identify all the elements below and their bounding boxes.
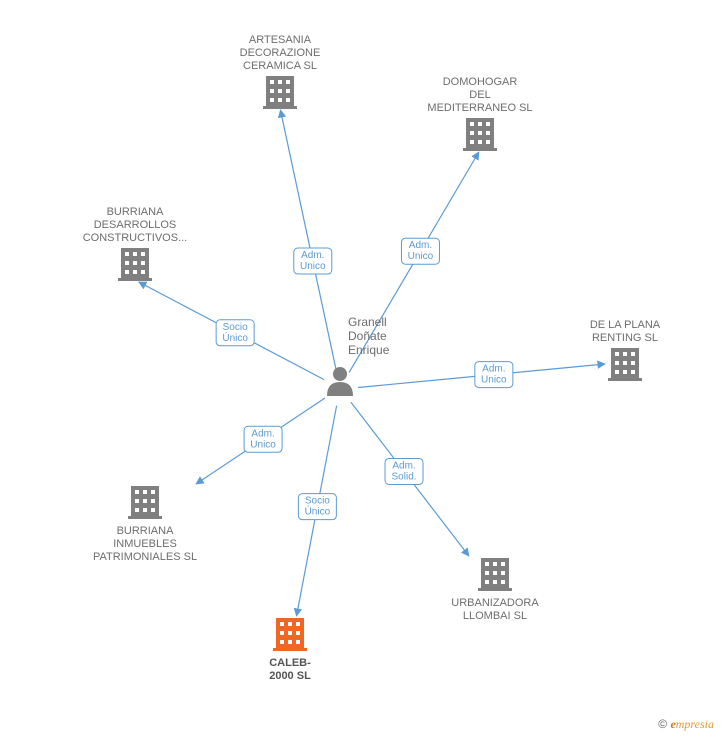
edge-badge: SocioÚnico <box>298 494 336 520</box>
svg-text:2000 SL: 2000 SL <box>269 670 311 682</box>
building-icon <box>118 248 152 281</box>
svg-text:Socio: Socio <box>305 496 330 507</box>
building-icon <box>263 76 297 109</box>
svg-text:DOMOHOGAR: DOMOHOGAR <box>443 76 518 88</box>
svg-text:Adm.: Adm. <box>482 364 505 375</box>
copyright-symbol: © <box>658 717 667 731</box>
svg-text:RENTING SL: RENTING SL <box>592 332 658 344</box>
svg-text:BURRIANA: BURRIANA <box>117 525 175 537</box>
node-label: ARTESANIADECORAZIONECERAMICA SL <box>240 34 321 72</box>
node-label: BURRIANADESARROLLOSCONSTRUCTIVOS... <box>83 206 188 244</box>
node-label: DOMOHOGARDELMEDITERRANEO SL <box>427 76 532 114</box>
node-label: CALEB-2000 SL <box>269 657 311 682</box>
edge-badge: Adm.Unico <box>244 426 282 452</box>
svg-text:Adm.: Adm. <box>301 250 324 261</box>
node-label: DE LA PLANARENTING SL <box>590 319 661 344</box>
svg-text:CONSTRUCTIVOS...: CONSTRUCTIVOS... <box>83 232 188 244</box>
edge-badge: Adm.Unico <box>475 362 513 388</box>
svg-text:DESARROLLOS: DESARROLLOS <box>94 219 177 231</box>
svg-text:ARTESANIA: ARTESANIA <box>249 34 312 46</box>
svg-text:MEDITERRANEO SL: MEDITERRANEO SL <box>427 102 532 114</box>
svg-text:DECORAZIONE: DECORAZIONE <box>240 47 321 59</box>
svg-text:PATRIMONIALES SL: PATRIMONIALES SL <box>93 551 197 563</box>
svg-text:Adm.: Adm. <box>251 428 274 439</box>
svg-text:Doñate: Doñate <box>348 329 387 343</box>
svg-text:CERAMICA SL: CERAMICA SL <box>243 60 317 72</box>
edge-badge: Adm.Solid. <box>385 458 423 484</box>
svg-text:DE LA PLANA: DE LA PLANA <box>590 319 661 331</box>
building-icon <box>478 558 512 591</box>
svg-text:URBANIZADORA: URBANIZADORA <box>451 597 539 609</box>
edge-badge: Adm.Unico <box>294 248 332 274</box>
svg-text:Granell: Granell <box>348 315 387 329</box>
building-icon <box>128 486 162 519</box>
network-diagram: Adm.UnicoAdm.UnicoAdm.UnicoAdm.Solid.Soc… <box>0 0 728 740</box>
node-label: BURRIANAINMUEBLESPATRIMONIALES SL <box>93 525 197 563</box>
svg-text:BURRIANA: BURRIANA <box>107 206 165 218</box>
svg-text:LLOMBAI SL: LLOMBAI SL <box>463 610 527 622</box>
svg-text:Unico: Unico <box>408 251 434 262</box>
svg-text:Unico: Unico <box>300 261 326 272</box>
svg-text:Adm.: Adm. <box>409 240 432 251</box>
building-icon <box>273 618 307 651</box>
svg-text:Unico: Unico <box>250 439 276 450</box>
svg-text:Solid.: Solid. <box>392 471 417 482</box>
svg-text:Unico: Unico <box>481 375 507 386</box>
svg-text:CALEB-: CALEB- <box>269 657 311 669</box>
svg-text:INMUEBLES: INMUEBLES <box>113 538 177 550</box>
building-icon <box>608 348 642 381</box>
building-icon <box>463 118 497 151</box>
node-label: URBANIZADORALLOMBAI SL <box>451 597 539 622</box>
svg-text:DEL: DEL <box>469 89 490 101</box>
svg-text:Único: Único <box>305 505 331 518</box>
footer-credit: © empresia <box>658 717 714 732</box>
svg-text:Único: Único <box>222 331 248 344</box>
svg-text:Socio: Socio <box>223 322 248 333</box>
brand-name: empresia <box>670 717 714 731</box>
center-label: GranellDoñateEnrique <box>348 315 390 357</box>
svg-text:Enrique: Enrique <box>348 343 390 357</box>
edge-badge: SocioÚnico <box>216 320 254 346</box>
svg-text:Adm.: Adm. <box>392 460 415 471</box>
edge-badge: Adm.Unico <box>401 238 439 264</box>
